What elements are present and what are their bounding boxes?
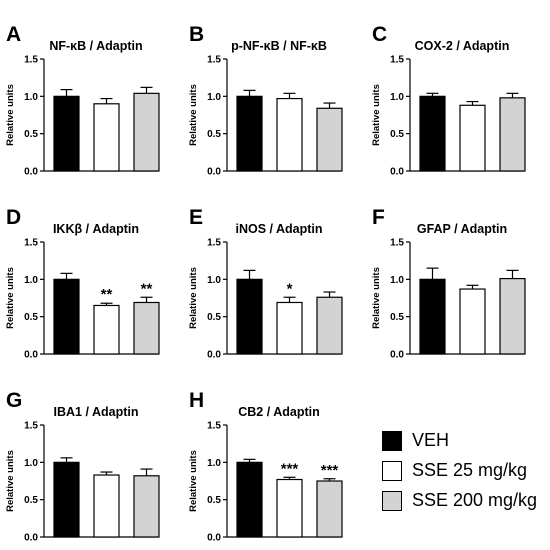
y-tick-label-f: 0.0 — [390, 350, 404, 361]
y-tick-label-c: 1.0 — [390, 92, 404, 103]
y-tick-label-e: 1.0 — [207, 275, 221, 286]
chart-title-e: iNOS / Adaptin — [235, 222, 322, 236]
bar-b-3 — [316, 107, 343, 172]
y-tick-label-c: 0.5 — [390, 129, 404, 140]
y-axis-label-a: Relative units — [5, 84, 16, 146]
chart-title-f: GFAP / Adaptin — [417, 222, 507, 236]
y-axis-label-f: Relative units — [371, 267, 382, 329]
legend-label-sse-200: SSE 200 mg/kg — [412, 490, 538, 510]
y-axis-label-g: Relative units — [5, 450, 16, 512]
y-tick-label-f: 1.0 — [390, 275, 404, 286]
y-tick-label-d: 1.0 — [24, 275, 38, 286]
y-tick-label-e: 1.5 — [207, 238, 221, 249]
bar-g-2 — [93, 474, 120, 538]
y-tick-label-d: 0.5 — [24, 312, 38, 323]
bar-c-2 — [459, 104, 486, 172]
bar-a-3 — [133, 92, 160, 172]
y-tick-label-h: 1.0 — [207, 458, 221, 469]
panel-letter-e: E — [189, 206, 203, 229]
bar-h-2 — [276, 478, 303, 538]
y-tick-label-f: 1.5 — [390, 238, 404, 249]
legend-label-veh: VEH — [412, 430, 450, 450]
bar-h-3 — [316, 480, 343, 538]
panel-letter-c: C — [372, 23, 387, 46]
significance-mark-d-3: ** — [141, 280, 153, 297]
y-tick-label-b: 1.5 — [207, 55, 221, 66]
bar-c-3 — [499, 97, 526, 172]
chart-title-b: p-NF-κB / NF-κB — [231, 39, 327, 53]
legend-item-sse-25: SSE 25 mg/kg — [382, 460, 527, 481]
y-tick-label-h: 0.5 — [207, 495, 221, 506]
y-axis-label-h: Relative units — [188, 450, 199, 512]
bar-c-1 — [419, 95, 446, 172]
chart-title-g: IBA1 / Adaptin — [54, 405, 139, 419]
panel-letter-a: A — [6, 23, 21, 46]
bar-b-2 — [276, 97, 303, 172]
bar-e-2 — [276, 301, 303, 355]
y-tick-label-d: 0.0 — [24, 350, 38, 361]
bar-f-3 — [499, 277, 526, 355]
y-tick-label-b: 0.0 — [207, 167, 221, 178]
y-axis-label-d: Relative units — [5, 267, 16, 329]
y-tick-label-g: 1.5 — [24, 421, 38, 432]
significance-mark-h-2: *** — [281, 460, 299, 477]
y-tick-label-h: 0.0 — [207, 533, 221, 544]
bar-d-1 — [53, 278, 80, 355]
chart-title-c: COX-2 / Adaptin — [415, 39, 510, 53]
y-tick-label-h: 1.5 — [207, 421, 221, 432]
panel-letter-f: F — [372, 206, 385, 229]
chart-title-d: IKKβ / Adaptin — [53, 222, 139, 236]
legend-label-sse-25: SSE 25 mg/kg — [412, 460, 528, 480]
legend-item-sse-200: SSE 200 mg/kg — [382, 490, 537, 511]
significance-mark-e-2: * — [287, 280, 293, 297]
legend: VEH SSE 25 mg/kg SSE 200 mg/kg — [382, 422, 550, 532]
y-axis-label-e: Relative units — [188, 267, 199, 329]
y-tick-label-b: 1.0 — [207, 92, 221, 103]
y-tick-label-a: 1.5 — [24, 55, 38, 66]
significance-mark-h-3: *** — [321, 462, 339, 479]
y-tick-label-g: 0.0 — [24, 533, 38, 544]
bar-f-1 — [419, 278, 446, 355]
chart-title-h: CB2 / Adaptin — [238, 405, 319, 419]
bar-d-3 — [133, 301, 160, 355]
y-tick-label-b: 0.5 — [207, 129, 221, 140]
bar-a-1 — [53, 95, 80, 172]
y-tick-label-e: 0.0 — [207, 350, 221, 361]
bar-g-3 — [133, 475, 160, 538]
bar-g-1 — [53, 461, 80, 538]
y-tick-label-e: 0.5 — [207, 312, 221, 323]
panel-letter-b: B — [189, 23, 204, 46]
significance-mark-d-2: ** — [101, 286, 113, 303]
y-tick-label-g: 0.5 — [24, 495, 38, 506]
y-axis-label-c: Relative units — [371, 84, 382, 146]
legend-swatch-veh — [382, 430, 402, 451]
y-tick-label-a: 1.0 — [24, 92, 38, 103]
y-tick-label-d: 1.5 — [24, 238, 38, 249]
legend-swatch-sse-200 — [382, 490, 402, 511]
bar-e-3 — [316, 296, 343, 355]
y-tick-label-f: 0.5 — [390, 312, 404, 323]
bar-h-1 — [236, 461, 263, 538]
chart-title-a: NF-κB / Adaptin — [49, 39, 142, 53]
y-tick-label-a: 0.0 — [24, 167, 38, 178]
bar-b-1 — [236, 95, 263, 172]
panel-letter-g: G — [6, 389, 22, 412]
legend-item-veh: VEH — [382, 430, 449, 451]
panel-letter-d: D — [6, 206, 21, 229]
bar-f-2 — [459, 288, 486, 355]
bar-d-2 — [93, 304, 120, 355]
y-tick-label-g: 1.0 — [24, 458, 38, 469]
bar-a-2 — [93, 103, 120, 172]
panel-letter-h: H — [189, 389, 204, 412]
y-axis-label-b: Relative units — [188, 84, 199, 146]
y-tick-label-c: 0.0 — [390, 167, 404, 178]
y-tick-label-c: 1.5 — [390, 55, 404, 66]
legend-swatch-sse-25 — [382, 460, 402, 481]
bar-e-1 — [236, 278, 263, 355]
y-tick-label-a: 0.5 — [24, 129, 38, 140]
